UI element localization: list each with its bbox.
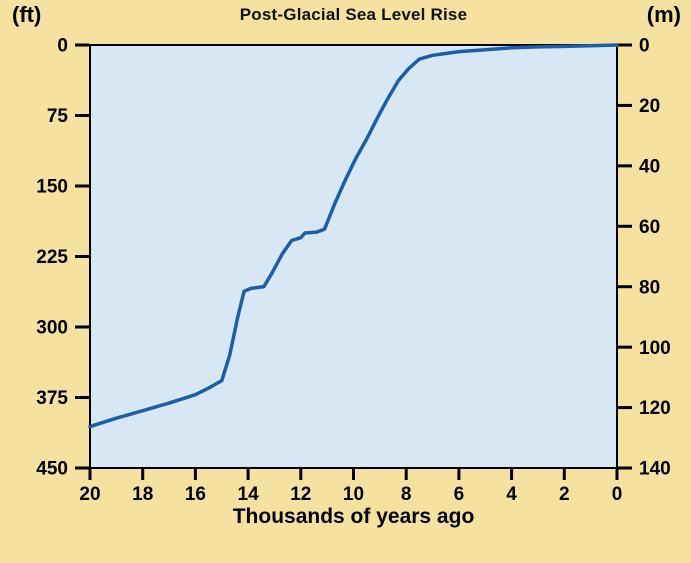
- right-axis-tick-label: 0: [639, 36, 650, 57]
- right-axis-tick-label: 40: [639, 157, 660, 178]
- right-axis-tick-label: 60: [639, 217, 660, 238]
- left-axis-tick-label: 75: [47, 106, 69, 127]
- right-axis-tick-label: 100: [639, 338, 671, 359]
- right-axis-tick-label: 80: [639, 277, 660, 298]
- x-axis-tick-label: 14: [238, 484, 260, 505]
- plot-area: [89, 44, 618, 469]
- left-axis-tick-label: 375: [36, 388, 68, 409]
- left-axis-unit: (ft): [12, 2, 42, 27]
- left-axis-tick-label: 450: [36, 459, 68, 480]
- x-axis-tick-label: 16: [185, 484, 206, 505]
- x-axis-tick-label: 2: [559, 484, 570, 505]
- chart-title: Post-Glacial Sea Level Rise: [239, 5, 468, 24]
- left-axis-tick-label: 300: [36, 318, 68, 339]
- right-axis-tick-label: 120: [639, 398, 671, 419]
- right-axis-tick-label: 20: [639, 96, 660, 117]
- x-axis-tick-label: 4: [506, 484, 517, 505]
- x-axis-tick-label: 20: [79, 484, 100, 505]
- x-axis-tick-label: 8: [401, 484, 412, 505]
- left-axis-tick-label: 150: [36, 177, 68, 198]
- x-axis-tick-label: 12: [290, 484, 311, 505]
- x-axis-tick-label: 10: [343, 484, 364, 505]
- x-axis-tick-label: 18: [132, 484, 153, 505]
- right-axis-tick-label: 140: [639, 459, 671, 480]
- right-axis-unit: (m): [646, 2, 681, 27]
- left-axis-tick-label: 225: [36, 247, 68, 268]
- x-axis-tick-label: 0: [612, 484, 623, 505]
- sea-level-line: [88, 43, 619, 429]
- x-axis-title: Thousands of years ago: [232, 505, 475, 528]
- x-axis-tick-label: 6: [454, 484, 465, 505]
- left-axis-tick-label: 0: [57, 36, 68, 57]
